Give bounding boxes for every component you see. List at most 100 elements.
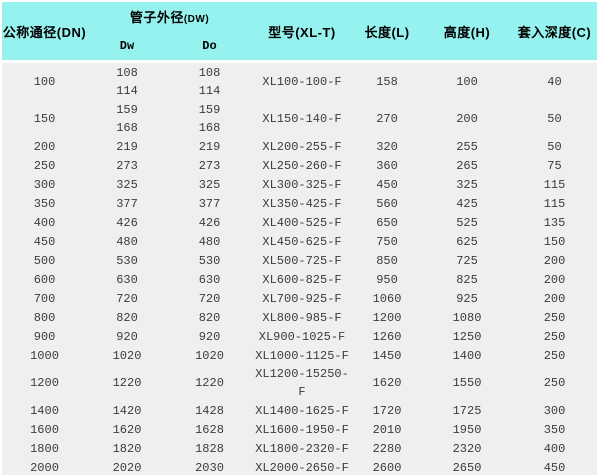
cell-model: XL500-725-F <box>252 251 352 270</box>
header-nominal-diameter: 公称通径(DN) <box>2 2 87 62</box>
cell-depth: 200 <box>512 251 597 270</box>
cell-length: 450 <box>352 175 422 194</box>
cell-model: XL600-825-F <box>252 270 352 289</box>
cell-depth: 50 <box>512 137 597 156</box>
cell-dw: 325 <box>87 175 167 194</box>
cell-height: 2650 <box>422 458 512 475</box>
cell-dn: 350 <box>2 194 87 213</box>
cell-length: 750 <box>352 232 422 251</box>
cell-dn: 600 <box>2 270 87 289</box>
cell-length: 2010 <box>352 420 422 439</box>
cell-dn: 1600 <box>2 420 87 439</box>
cell-dw: 480 <box>87 232 167 251</box>
cell-dw: 426 <box>87 213 167 232</box>
cell-depth: 350 <box>512 420 597 439</box>
cell-model: XL700-925-F <box>252 289 352 308</box>
cell-do: 920 <box>167 327 252 346</box>
header-insertion-depth: 套入深度(C) <box>512 2 597 62</box>
cell-do: 325 <box>167 175 252 194</box>
cell-dw: 273 <box>87 156 167 175</box>
header-do: Do <box>167 31 252 62</box>
header-length: 长度(L) <box>352 2 422 62</box>
cell-model: XL300-325-F <box>252 175 352 194</box>
table-row: 250 273 273 XL250-260-F 360 265 75 <box>2 156 597 175</box>
cell-dn: 450 <box>2 232 87 251</box>
cell-do: 530 <box>167 251 252 270</box>
cell-do: 720 <box>167 289 252 308</box>
cell-height: 2320 <box>422 439 512 458</box>
cell-height: 255 <box>422 137 512 156</box>
cell-do: 108 114 <box>167 60 252 100</box>
table-row: 1600 1620 1628 XL1600-1950-F 2010 1950 350 <box>2 420 597 439</box>
cell-dw: 530 <box>87 251 167 270</box>
cell-do: 219 <box>167 137 252 156</box>
header-pipe-outer-diameter-suffix: (DW) <box>183 14 210 25</box>
cell-do: 1428 <box>167 401 252 420</box>
cell-depth: 250 <box>512 327 597 346</box>
cell-depth: 200 <box>512 270 597 289</box>
cell-dn: 100 <box>2 60 87 100</box>
cell-model: XL150-140-F <box>252 100 352 137</box>
table-row: 1800 1820 1828 XL1800-2320-F 2280 2320 400 <box>2 439 597 458</box>
cell-height: 625 <box>422 232 512 251</box>
cell-do: 159 168 <box>167 100 252 137</box>
cell-dn: 250 <box>2 156 87 175</box>
cell-dn: 900 <box>2 327 87 346</box>
cell-length: 1260 <box>352 327 422 346</box>
cell-dn: 1400 <box>2 401 87 420</box>
cell-height: 200 <box>422 100 512 137</box>
cell-height: 425 <box>422 194 512 213</box>
cell-dn: 1200 <box>2 365 87 401</box>
table-row: 1400 1420 1428 XL1400-1625-F 1720 1725 300 <box>2 401 597 420</box>
cell-dw: 2020 <box>87 458 167 475</box>
cell-dn: 2000 <box>2 458 87 475</box>
cell-depth: 40 <box>512 60 597 100</box>
cell-dw: 630 <box>87 270 167 289</box>
cell-dn: 1000 <box>2 346 87 365</box>
cell-height: 925 <box>422 289 512 308</box>
cell-model: XL1800-2320-F <box>252 439 352 458</box>
cell-model: XL350-425-F <box>252 194 352 213</box>
cell-height: 825 <box>422 270 512 289</box>
cell-model: XL250-260-F <box>252 156 352 175</box>
cell-depth: 250 <box>512 365 597 401</box>
cell-dw: 1220 <box>87 365 167 401</box>
cell-dw: 820 <box>87 308 167 327</box>
table-row: 150 159 168 159 168 XL150-140-F 270 200 50 <box>2 100 597 137</box>
cell-dn: 200 <box>2 137 87 156</box>
table-header: 公称通径(DN) 管子外径(DW) 型号(XL-T) 长度(L) 高度(H) 套… <box>2 2 597 62</box>
cell-dw: 1620 <box>87 420 167 439</box>
table-row: 300 325 325 XL300-325-F 450 325 115 <box>2 175 597 194</box>
table-row: 600 630 630 XL600-825-F 950 825 200 <box>2 270 597 289</box>
cell-length: 270 <box>352 100 422 137</box>
table-row: 450 480 480 XL450-625-F 750 625 150 <box>2 232 597 251</box>
cell-dw: 159 168 <box>87 100 167 137</box>
cell-do: 630 <box>167 270 252 289</box>
cell-do: 273 <box>167 156 252 175</box>
table-row: 800 820 820 XL800-985-F 1200 1080 250 <box>2 308 597 327</box>
cell-dw: 377 <box>87 194 167 213</box>
table-row: 100 108 114 108 114 XL100-100-F 158 100 40 <box>2 60 597 100</box>
cell-do: 2030 <box>167 458 252 475</box>
cell-depth: 450 <box>512 458 597 475</box>
cell-do: 377 <box>167 194 252 213</box>
cell-depth: 150 <box>512 232 597 251</box>
cell-dw: 720 <box>87 289 167 308</box>
cell-depth: 250 <box>512 308 597 327</box>
header-dw: Dw <box>87 31 167 62</box>
cell-dw: 219 <box>87 137 167 156</box>
header-model: 型号(XL-T) <box>252 2 352 62</box>
cell-height: 1550 <box>422 365 512 401</box>
cell-model: XL400-525-F <box>252 213 352 232</box>
table-row: 1000 1020 1020 XL1000-1125-F 1450 1400 250 <box>2 346 597 365</box>
cell-height: 1080 <box>422 308 512 327</box>
header-row-sub: Dw Do <box>2 31 597 62</box>
cell-dn: 700 <box>2 289 87 308</box>
cell-dw: 108 114 <box>87 60 167 100</box>
cell-do: 820 <box>167 308 252 327</box>
cell-length: 1200 <box>352 308 422 327</box>
cell-depth: 115 <box>512 175 597 194</box>
table-row: 500 530 530 XL500-725-F 850 725 200 <box>2 251 597 270</box>
cell-length: 560 <box>352 194 422 213</box>
